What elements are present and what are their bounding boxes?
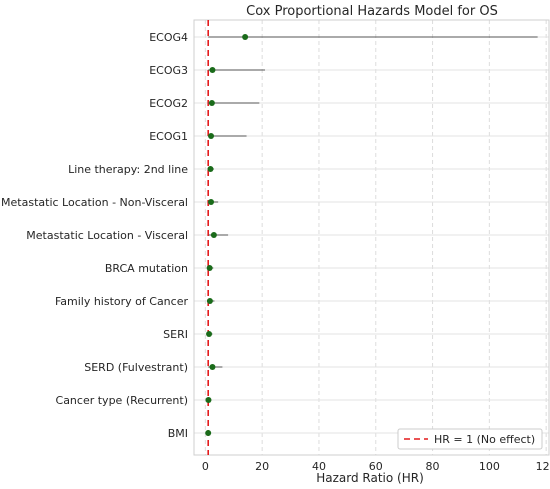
hazard-ratio-point: [207, 166, 214, 172]
hazard-ratio-point: [242, 34, 249, 40]
forest-marks: [205, 34, 538, 436]
y-axis-labels: ECOG4 ECOG3 ECOG2 ECOG1 Line therapy: 2nd li…: [1, 31, 188, 440]
row-label: BRCA mutation: [105, 262, 188, 275]
x-axis-ticks: 0 20 40 60 80 100 120: [202, 460, 550, 473]
row-label: ECOG3: [149, 64, 188, 77]
grid: [194, 20, 549, 455]
hazard-ratio-point: [206, 265, 213, 271]
hazard-ratio-point: [208, 100, 215, 106]
x-tick-label: 80: [426, 460, 440, 473]
row-label: Line therapy: 2nd line: [68, 163, 188, 176]
hazard-ratio-point: [206, 298, 213, 304]
row-label: SERI: [163, 328, 188, 341]
x-tick-label: 40: [312, 460, 326, 473]
row-label: BMI: [168, 427, 188, 440]
x-tick-label: 120: [536, 460, 550, 473]
row-label: ECOG2: [149, 97, 188, 110]
x-axis-label: Hazard Ratio (HR): [316, 471, 424, 485]
row-label: SERD (Fulvestrant): [84, 361, 188, 374]
hazard-ratio-point: [209, 67, 216, 73]
row-label: ECOG4: [149, 31, 188, 44]
legend-label: HR = 1 (No effect): [434, 433, 535, 446]
row-label: Cancer type (Recurrent): [56, 394, 188, 407]
chart-title: Cox Proportional Hazards Model for OS: [246, 4, 498, 19]
hazard-ratio-point: [208, 199, 215, 205]
x-tick-label: 100: [479, 460, 500, 473]
row-label: Family history of Cancer: [55, 295, 189, 308]
legend-box: [397, 428, 543, 450]
hazard-ratio-point: [210, 232, 217, 238]
row-label: Metastatic Location - Visceral: [26, 229, 188, 242]
row-label: Metastatic Location - Non-Visceral: [1, 196, 188, 209]
x-tick-label: 20: [255, 460, 269, 473]
row-label: ECOG1: [149, 130, 188, 143]
x-tick-label: 60: [369, 460, 383, 473]
hazard-ratio-point: [209, 364, 216, 370]
hazard-ratio-point: [205, 397, 212, 403]
hazard-ratio-point: [208, 133, 215, 139]
hazard-ratio-point: [205, 430, 212, 436]
x-tick-label: 0: [202, 460, 209, 473]
legend: HR = 1 (No effect): [397, 428, 543, 450]
plot-frame: [193, 19, 550, 456]
hazard-ratio-point: [206, 331, 213, 337]
